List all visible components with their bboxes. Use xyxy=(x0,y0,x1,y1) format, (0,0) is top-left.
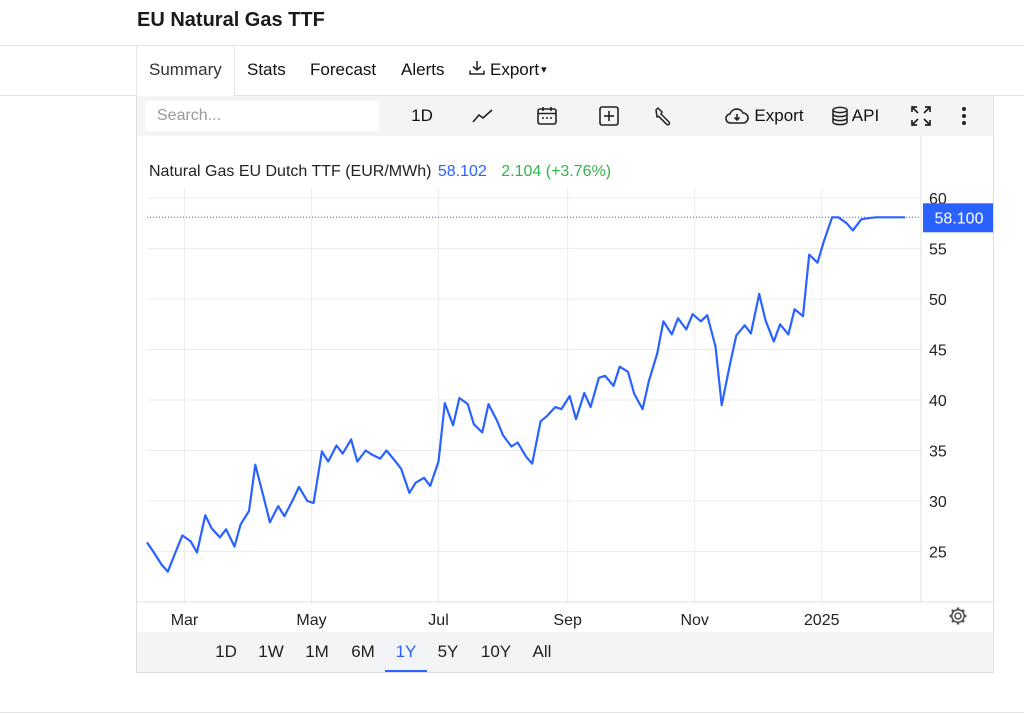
x-tick-label: Mar xyxy=(171,612,199,629)
x-tick-label: Sep xyxy=(553,612,582,629)
last-price-label: 58.100 xyxy=(935,210,984,227)
add-indicator-button[interactable] xyxy=(595,96,623,136)
tab-label: Stats xyxy=(247,60,286,79)
x-tick-label: 2025 xyxy=(804,612,840,629)
range-button-1y[interactable]: 1Y xyxy=(385,632,427,672)
chart-legend: Natural Gas EU Dutch TTF (EUR/MWh) 58.10… xyxy=(149,163,611,181)
x-tick-label: Jul xyxy=(428,612,448,629)
y-tick-label: 45 xyxy=(929,343,947,360)
range-button-all[interactable]: All xyxy=(532,642,552,661)
range-button-5y[interactable]: 5Y xyxy=(437,642,459,661)
tab-alerts[interactable]: Alerts xyxy=(401,46,444,96)
cloud-download-icon xyxy=(724,106,750,126)
y-tick-label: 30 xyxy=(929,494,947,511)
more-options-button[interactable] xyxy=(952,96,976,136)
y-tick-label: 40 xyxy=(929,393,947,410)
symbol-search-input[interactable] xyxy=(145,101,379,131)
y-tick-label: 50 xyxy=(929,292,947,309)
fullscreen-icon xyxy=(910,105,932,127)
page-divider xyxy=(0,712,1024,713)
legend-series-name: Natural Gas EU Dutch TTF (EUR/MWh) xyxy=(149,163,432,180)
chart-toolbar: 1D Export API xyxy=(137,96,993,136)
x-tick-label: May xyxy=(296,612,326,629)
page-title: EU Natural Gas TTF xyxy=(137,9,325,31)
range-button-1d[interactable]: 1D xyxy=(215,642,237,661)
api-button[interactable]: API xyxy=(827,96,883,136)
gear-icon[interactable] xyxy=(949,607,967,625)
tab-export[interactable]: Export ▾ xyxy=(468,46,547,96)
series-line xyxy=(146,216,905,573)
tab-label: Forecast xyxy=(310,60,377,79)
line-chart-icon xyxy=(471,106,495,126)
range-button-10y[interactable]: 10Y xyxy=(480,642,512,661)
tab-label: Summary xyxy=(149,60,222,79)
export-label: Export xyxy=(754,106,804,125)
range-button-6m[interactable]: 6M xyxy=(351,642,375,661)
more-vertical-icon xyxy=(961,106,967,126)
range-button-1m[interactable]: 1M xyxy=(305,642,329,661)
interval-button[interactable]: 1D xyxy=(411,106,433,125)
last-price-badge xyxy=(923,203,993,233)
legend-value: 58.102 xyxy=(437,163,487,180)
database-icon xyxy=(831,106,849,126)
tab-forecast[interactable]: Forecast xyxy=(310,46,376,96)
y-tick-label: 35 xyxy=(929,444,947,461)
date-range-button[interactable] xyxy=(533,96,561,136)
y-tick-label: 25 xyxy=(929,545,947,562)
range-button-1w[interactable]: 1W xyxy=(258,642,284,661)
fullscreen-button[interactable] xyxy=(907,96,935,136)
page-header: EU Natural Gas TTF xyxy=(0,0,1024,46)
chart-area[interactable]: 25 30 35 40 45 50 55 60 Mar May Jul Sep Nov 2025 58.10… xyxy=(137,136,993,632)
tab-stats[interactable]: Stats xyxy=(247,46,286,96)
chart-type-button[interactable] xyxy=(467,96,499,136)
tab-summary[interactable]: Summary xyxy=(136,46,235,97)
wrench-icon xyxy=(652,105,674,127)
add-indicator-icon xyxy=(598,105,620,127)
export-button[interactable]: Export xyxy=(721,96,807,136)
tabs-bar: Summary Stats Forecast Alerts Export ▾ xyxy=(0,46,1024,97)
download-icon xyxy=(468,48,486,75)
tab-label: Export xyxy=(490,60,540,79)
legend-change: 2.104 (+3.76%) xyxy=(501,163,612,180)
tab-label: Alerts xyxy=(401,60,445,79)
calendar-icon xyxy=(536,105,558,127)
chart-widget: 1D Export API 2530354045505560MarMayJulS… xyxy=(136,96,994,673)
x-tick-label: Nov xyxy=(680,612,708,629)
settings-tools-button[interactable] xyxy=(649,96,677,136)
range-selector: 1D 1W 1M 6M 1Y 5Y 10Y All xyxy=(137,632,993,672)
y-tick-label: 55 xyxy=(929,242,947,259)
api-label: API xyxy=(851,106,880,125)
chevron-down-icon: ▾ xyxy=(541,64,547,76)
